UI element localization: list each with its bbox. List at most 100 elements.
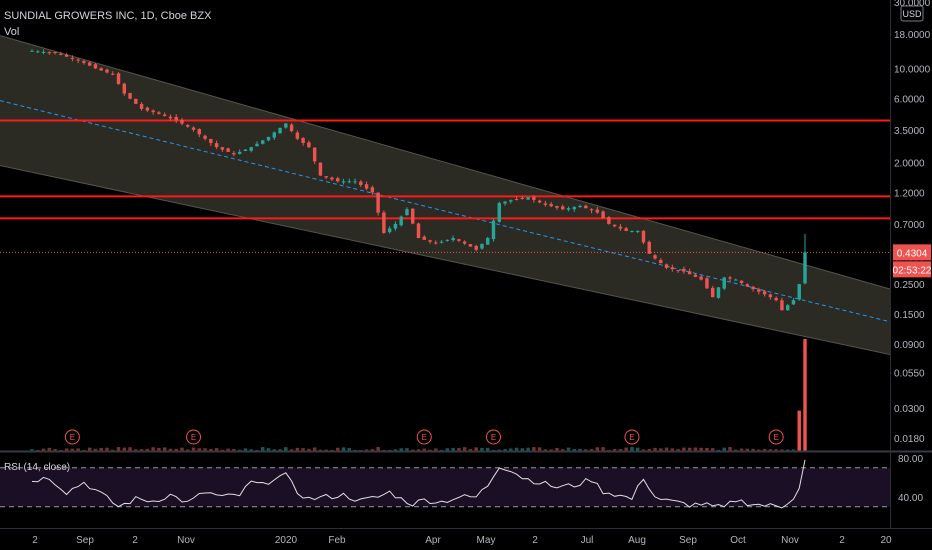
volume-bar xyxy=(791,449,796,451)
volume-bar xyxy=(180,447,184,451)
candle-body xyxy=(445,239,450,241)
volume-bar xyxy=(76,448,80,451)
volume-bar xyxy=(387,449,392,451)
candle-body xyxy=(405,209,409,216)
volume-bar xyxy=(99,447,103,451)
candle-body xyxy=(612,224,617,227)
candle-body xyxy=(186,125,190,127)
candle-body xyxy=(134,98,138,104)
volume-legend[interactable]: Vol xyxy=(4,26,19,38)
volume-bar xyxy=(762,448,767,451)
earnings-marker-label: E xyxy=(773,433,778,442)
currency-label: USD xyxy=(902,9,922,19)
candle-body xyxy=(739,280,744,284)
volume-bar xyxy=(359,449,363,451)
earnings-marker xyxy=(768,429,784,445)
candle-body xyxy=(462,241,467,244)
candle-body xyxy=(734,279,738,281)
time-tick-label: Sep xyxy=(679,535,697,546)
volume-bar xyxy=(532,447,536,451)
candle-body xyxy=(537,200,542,203)
candle-body xyxy=(751,286,755,290)
volume-bar xyxy=(439,449,444,451)
volume-bar xyxy=(134,449,138,451)
price-tick-label: 6.0000 xyxy=(894,94,925,105)
volume-bar xyxy=(555,447,559,451)
candle-body xyxy=(774,297,778,301)
volume-bar xyxy=(422,448,426,451)
volume-bar xyxy=(162,447,167,451)
volume-bar xyxy=(785,449,790,451)
price-tick-label: 0.0550 xyxy=(894,369,925,380)
volume-bar xyxy=(191,447,196,451)
volume-bar xyxy=(243,448,248,451)
time-axis[interactable]: 2 Sep 2 Nov 2020 Feb Apr May 2 Jul Aug Sep Oct Nov 2 20 xyxy=(32,535,892,546)
candle-body xyxy=(653,255,657,259)
candle-body xyxy=(359,181,363,186)
volume-bar xyxy=(128,447,132,451)
candle-body xyxy=(480,243,484,249)
volume-bar xyxy=(584,449,588,451)
volume-bar xyxy=(509,448,513,451)
volume-bar xyxy=(364,449,369,451)
candle-body xyxy=(36,51,40,53)
volume-bar xyxy=(745,448,750,451)
volume-bar xyxy=(693,447,698,451)
candle-body xyxy=(572,207,576,210)
volume-bar xyxy=(543,449,548,451)
volume-bar xyxy=(174,448,178,451)
volume-bar xyxy=(255,449,259,451)
candle-body xyxy=(336,178,340,182)
candle-body xyxy=(705,278,709,289)
candle-body xyxy=(670,267,675,270)
candle-body xyxy=(411,208,415,224)
volume-bar xyxy=(324,449,328,451)
volume-bars xyxy=(30,339,807,451)
time-tick-label: 2020 xyxy=(275,535,298,546)
candle-body xyxy=(168,116,173,119)
volume-bar xyxy=(186,449,190,451)
candle-body xyxy=(151,110,155,113)
price-tick-label: 0.7000 xyxy=(894,220,925,231)
volume-bar xyxy=(105,447,109,451)
volume-bar xyxy=(549,449,553,451)
earnings-marker-label: E xyxy=(191,433,196,442)
candle-body xyxy=(116,73,121,85)
time-tick-label: 2 xyxy=(839,535,845,546)
volume-bar xyxy=(399,448,403,451)
volume-bar xyxy=(641,449,646,451)
candle-body xyxy=(641,230,646,243)
candle-body xyxy=(59,53,63,55)
rsi-legend[interactable]: RSI (14, close) xyxy=(4,462,70,473)
volume-bar xyxy=(780,449,784,451)
candle-body xyxy=(451,238,455,241)
price-tick-label: 0.0180 xyxy=(894,434,925,445)
candle-body xyxy=(780,300,784,311)
price-tick-label: 0.0900 xyxy=(894,340,925,351)
candle-body xyxy=(76,59,80,61)
candle-body xyxy=(87,62,92,66)
volume-bar xyxy=(624,447,628,451)
volume-bar xyxy=(93,448,98,451)
volume-bar xyxy=(572,448,576,451)
rsi-band xyxy=(0,467,890,507)
candle-body xyxy=(745,284,750,287)
candle-body xyxy=(797,284,801,300)
candle-body xyxy=(659,259,663,264)
candle-body xyxy=(387,228,392,233)
candle-body xyxy=(364,184,369,189)
volume-bar xyxy=(601,447,605,451)
volume-bar xyxy=(612,449,617,451)
volume-bar xyxy=(710,448,715,451)
candle-body xyxy=(549,203,553,207)
rsi-scale[interactable]: 80.00 40.00 xyxy=(898,454,923,504)
volume-bar xyxy=(301,448,305,451)
candle-body xyxy=(457,239,461,241)
currency-badge[interactable] xyxy=(900,5,924,22)
earnings-marker xyxy=(624,429,640,445)
price-tick-label: 0.0300 xyxy=(894,404,925,415)
time-tick-label: Apr xyxy=(425,535,441,546)
candle-body xyxy=(272,132,277,138)
candle-body xyxy=(232,152,236,155)
